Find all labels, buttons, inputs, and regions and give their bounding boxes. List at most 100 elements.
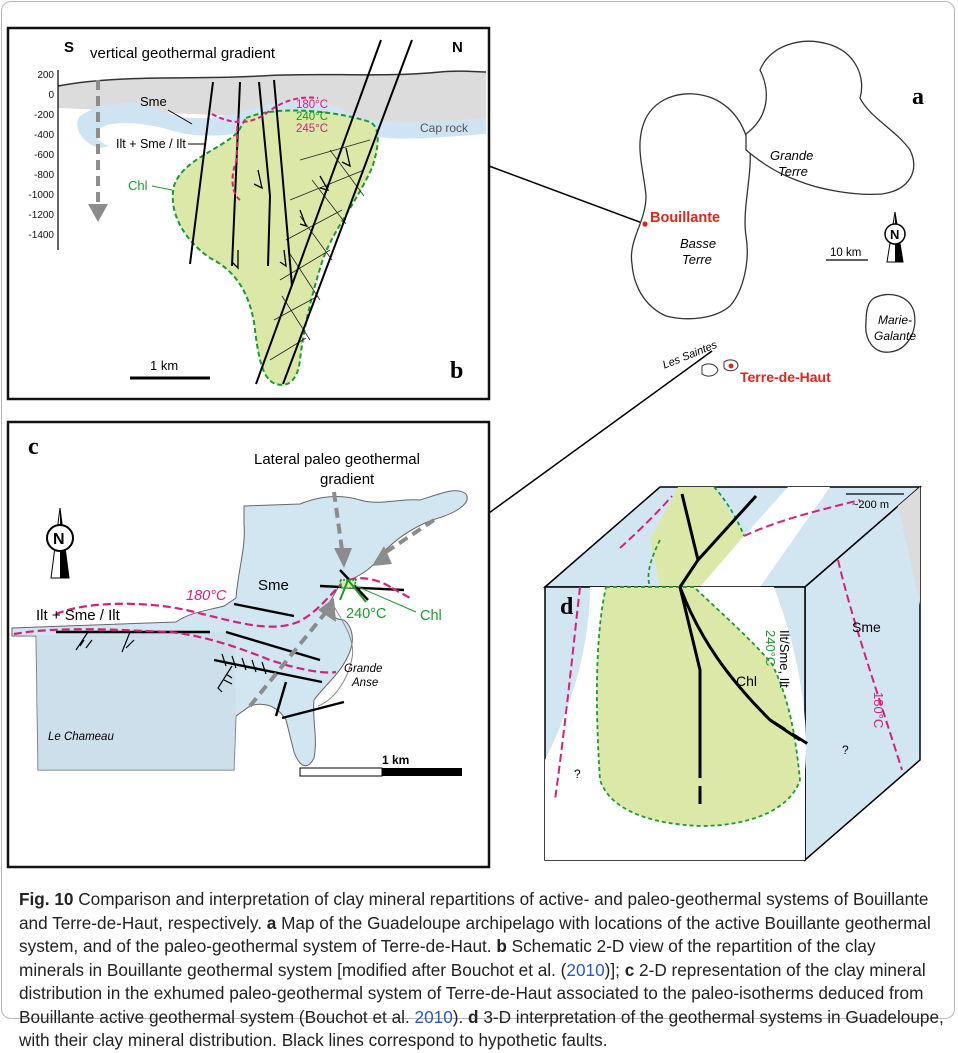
sme-label-b: Sme [140, 94, 167, 109]
depth-tick: -200 [34, 110, 54, 121]
isotherm-180-c-north [55, 577, 393, 628]
figure-frame [1, 1, 955, 1019]
north-label-a: N [890, 227, 899, 242]
panel-d: d ~200 m Chl 240°C Ilt/Sme, Ilt Sme 180°… [542, 485, 923, 862]
chlorite-leader [151, 185, 173, 191]
fault-hachures-c [75, 631, 267, 693]
isotherm-180-b [211, 96, 319, 123]
sme-leader [167, 109, 193, 125]
isotherm-180-c-south [13, 628, 337, 674]
scale-label-c: 1 km [382, 753, 409, 767]
basse-terre-island [630, 93, 751, 320]
isotherms-d [554, 495, 903, 801]
illite-label-b: Ilt + Sme / Ilt [116, 137, 186, 151]
depth-tick: -1200 [28, 210, 54, 221]
north-arrow-c: N [46, 507, 74, 579]
panel-b-title: vertical geothermal gradient [90, 45, 276, 62]
isotherm-240-label-c: 240°C [346, 606, 386, 622]
isotherm-180-label-c: 180°C [186, 588, 227, 604]
north-label-c: N [53, 531, 65, 548]
grande-anse-label-1: Grande [344, 663, 382, 675]
marie-galante-island [865, 293, 916, 353]
isotherm-240-top [647, 486, 745, 588]
isotherm-180-c-east [391, 587, 411, 599]
bouillante-label: Bouillante [650, 210, 720, 226]
isotherm-240-label-b: 240°C [296, 111, 328, 123]
panel-a-letter: a [912, 84, 924, 110]
chlorite-label-b: Chl [128, 178, 148, 193]
illite-top [700, 487, 830, 587]
caption-text-a: Map of the Guadeloupe archipelago with l… [19, 912, 931, 957]
south-label: S [64, 39, 74, 56]
caption-text-b1: Schematic 2-D view of the repartition of… [19, 936, 876, 980]
arrowhead-c-south [318, 598, 336, 622]
faults-d-hidden [698, 718, 809, 812]
illite-label-c: Ilt + Sme / Ilt [36, 607, 121, 624]
isotherm-180-label-b: 180°C [296, 99, 328, 111]
figure-graphic: 200 0 -200 -400 -600 -800 -1000 -1200 -1… [6, 26, 924, 869]
panel-b-letter: b [450, 358, 463, 384]
arrowhead-c-east [372, 546, 392, 566]
faults-d [678, 493, 801, 760]
topography-fill [58, 71, 486, 130]
caption-text-c2: ). [452, 1006, 469, 1027]
faults-c [56, 569, 405, 720]
isotherm-245-b [231, 117, 241, 201]
basse-terre-label-1: Basse [680, 236, 716, 251]
isotherm-180-label-d: 180°C [871, 692, 886, 728]
grande-anse-label-2: Anse [351, 677, 378, 689]
caption-text-intro: Comparison and interpretation of clay mi… [19, 889, 929, 933]
panel-c: c Lateral paleo geothermal gradient N Sm… [6, 420, 491, 869]
faults-b [189, 39, 413, 385]
sme-label-d: Sme [852, 619, 881, 635]
marie-galante-label-2: Galante [874, 329, 916, 343]
caption-fig-label: Fig. 10 [19, 889, 74, 909]
topography-line [57, 70, 487, 87]
grey-corner [898, 487, 920, 605]
fault-ticks-b [231, 147, 351, 270]
isotherm-245-label-b: 245°C [296, 123, 328, 135]
scale-label-d: ~200 m [852, 499, 889, 511]
panel-a: a Grande Terre Bouillante Basse Terre 10… [630, 40, 924, 385]
sme-label-c: Sme [258, 577, 289, 594]
scale-bar-c-black [382, 768, 462, 776]
caption-text-c1: 2-D representation of the clay mineral d… [19, 959, 926, 1027]
cap-rock-label: Cap rock [420, 121, 469, 135]
chlorite-zone [171, 109, 379, 386]
chlorite-top [650, 487, 744, 587]
depth-tick: -400 [34, 130, 54, 141]
chlorite-label-c: Chl [420, 608, 442, 624]
panel-d-letter: d [560, 594, 574, 620]
marie-galante-label-1: Marie- [878, 313, 912, 327]
gradient-arrows-c [248, 491, 436, 708]
unknown-left: ? [574, 767, 581, 781]
connector-b-a [488, 165, 646, 225]
chlorite-240-leader [339, 579, 367, 603]
figure-caption: Fig. 10 Comparison and interpretation of… [19, 888, 944, 1053]
panel-c-title-2: gradient [320, 471, 375, 488]
le-chameau-area [12, 632, 236, 770]
unknown-right: ? [842, 743, 849, 757]
panel-b: 200 0 -200 -400 -600 -800 -1000 -1200 -1… [6, 26, 491, 401]
depth-tick-labels: 200 0 -200 -400 -600 -800 -1000 -1200 -1… [28, 70, 54, 241]
caption-c-label: c [624, 959, 635, 980]
les-saintes-islet [701, 363, 719, 377]
scale-label-a: 10 km [830, 247, 861, 259]
caption-text-b2: )]; [604, 959, 625, 980]
chlorite-leader-c [355, 585, 417, 613]
caption-citation-link[interactable]: 2010 [414, 1006, 453, 1027]
caption-a-label: a [266, 912, 277, 933]
gradient-arrowhead-b [88, 204, 108, 222]
panel-c-letter: c [28, 434, 39, 460]
chlorite-front [596, 586, 801, 827]
panel-c-title-1: Lateral paleo geothermal [254, 451, 420, 468]
grande-anse-coast [317, 599, 354, 707]
connector-c-a [488, 350, 713, 514]
depth-tick: -1000 [28, 190, 54, 201]
caption-b-label: b [496, 936, 507, 956]
caption-citation-link[interactable]: 2010 [566, 959, 605, 980]
bouillante-marker [642, 221, 648, 227]
depth-tick: -1400 [28, 230, 54, 241]
caption-d-label: d [468, 1006, 479, 1027]
le-chameau-label: Le Chameau [48, 731, 114, 743]
